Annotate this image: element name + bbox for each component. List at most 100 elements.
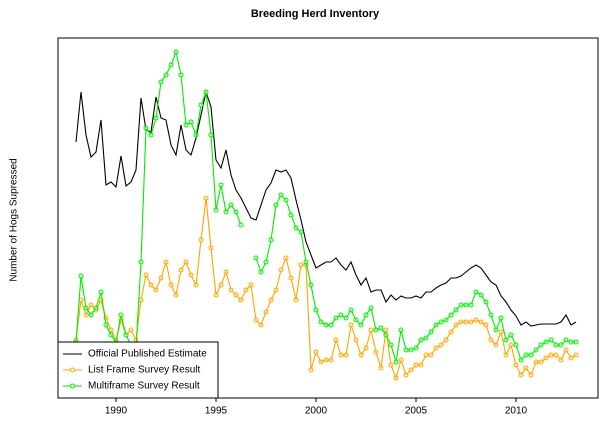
y-axis-label: Number of Hogs Supressed xyxy=(9,158,20,281)
series-line xyxy=(75,50,242,349)
point-marker xyxy=(188,272,194,278)
point-marker xyxy=(328,357,334,363)
point-marker xyxy=(418,362,424,368)
legend-box xyxy=(57,341,219,399)
point-marker xyxy=(508,332,514,338)
point-marker xyxy=(543,355,549,361)
point-marker xyxy=(123,332,129,338)
point-marker xyxy=(383,332,389,338)
point-marker xyxy=(533,359,539,365)
point-marker xyxy=(198,102,204,108)
point-marker xyxy=(373,349,379,355)
point-marker xyxy=(223,269,229,275)
point-marker xyxy=(353,317,359,323)
point-marker xyxy=(308,282,314,288)
point-marker xyxy=(408,347,414,353)
point-marker xyxy=(208,132,214,138)
point-marker xyxy=(393,375,399,381)
point-marker xyxy=(83,305,89,311)
plot-frame xyxy=(57,37,599,399)
point-marker xyxy=(293,297,299,303)
point-marker xyxy=(263,259,269,265)
point-marker xyxy=(338,352,344,358)
point-marker xyxy=(298,229,304,235)
point-marker xyxy=(498,315,504,321)
point-marker xyxy=(428,329,434,335)
point-marker xyxy=(543,339,549,345)
point-marker xyxy=(388,362,394,368)
point-marker xyxy=(528,372,534,378)
point-marker xyxy=(518,372,524,378)
point-marker xyxy=(363,345,369,351)
point-marker xyxy=(153,287,159,293)
point-marker xyxy=(128,327,134,333)
point-marker xyxy=(108,332,114,338)
point-marker xyxy=(298,262,304,268)
point-marker xyxy=(453,322,459,328)
point-marker xyxy=(253,255,259,261)
point-marker xyxy=(368,305,374,311)
point-marker xyxy=(268,297,274,303)
point-marker xyxy=(93,305,99,311)
x-tick-label: 1990 xyxy=(105,406,128,417)
point-marker xyxy=(358,352,364,358)
point-marker xyxy=(493,342,499,348)
point-marker xyxy=(573,339,579,345)
point-marker xyxy=(163,259,169,265)
point-marker xyxy=(263,309,269,315)
point-marker xyxy=(423,335,429,341)
point-marker xyxy=(353,337,359,343)
point-marker xyxy=(223,209,229,215)
point-marker xyxy=(473,289,479,295)
point-marker xyxy=(288,212,294,218)
point-marker xyxy=(253,317,259,323)
legend-label: Multiframe Survey Result xyxy=(88,381,200,392)
point-marker xyxy=(308,367,314,373)
point-marker xyxy=(488,337,494,343)
point-marker xyxy=(443,337,449,343)
point-marker xyxy=(233,209,239,215)
point-marker xyxy=(443,317,449,323)
point-marker xyxy=(378,325,384,331)
point-marker xyxy=(228,202,234,208)
point-marker xyxy=(183,259,189,265)
point-marker xyxy=(348,322,354,328)
point-marker xyxy=(503,352,509,358)
point-marker xyxy=(318,359,324,365)
point-marker xyxy=(423,352,429,358)
legend-marker xyxy=(70,367,75,373)
point-marker xyxy=(428,352,434,358)
point-marker xyxy=(448,329,454,335)
point-marker xyxy=(473,317,479,323)
point-marker xyxy=(468,319,474,325)
point-marker xyxy=(78,273,84,279)
point-marker xyxy=(563,347,569,353)
point-marker xyxy=(393,359,399,365)
point-marker xyxy=(558,357,564,363)
point-marker xyxy=(118,312,124,318)
point-marker xyxy=(453,307,459,313)
point-marker xyxy=(388,342,394,348)
legend-label: Official Published Estimate xyxy=(88,349,207,360)
point-marker xyxy=(408,367,414,373)
point-marker xyxy=(238,222,244,228)
x-tick-label: 2010 xyxy=(505,406,528,417)
point-marker xyxy=(333,337,339,343)
point-marker xyxy=(438,342,444,348)
point-marker xyxy=(313,307,319,313)
point-marker xyxy=(488,312,494,318)
point-marker xyxy=(318,319,324,325)
point-marker xyxy=(158,79,164,85)
point-marker xyxy=(288,275,294,281)
series-line xyxy=(255,194,576,363)
point-marker xyxy=(458,319,464,325)
point-marker xyxy=(203,195,209,201)
point-marker xyxy=(538,359,544,365)
point-marker xyxy=(498,329,504,335)
point-marker xyxy=(468,302,474,308)
point-marker xyxy=(438,319,444,325)
point-marker xyxy=(398,327,404,333)
point-marker xyxy=(323,357,329,363)
point-marker xyxy=(568,355,574,361)
